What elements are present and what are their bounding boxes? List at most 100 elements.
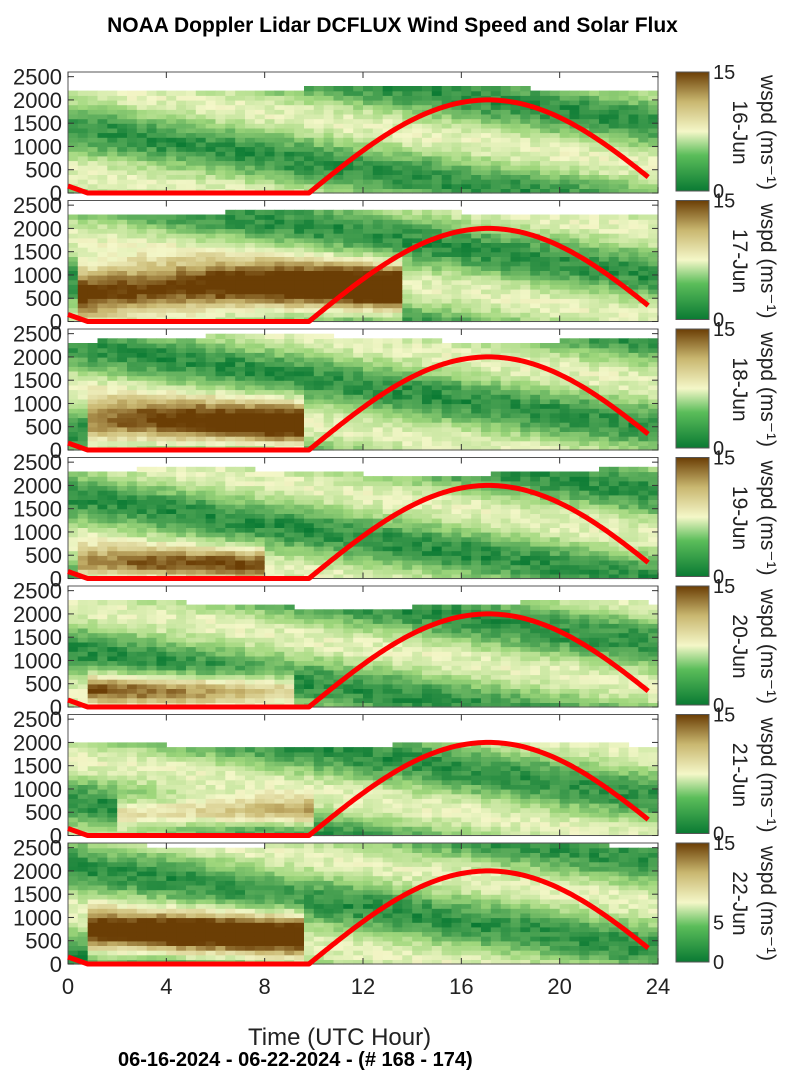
heatmap-cell	[196, 490, 206, 495]
heatmap-cell	[166, 362, 176, 367]
heatmap-cell	[520, 142, 530, 147]
heatmap-cell	[383, 298, 393, 303]
heatmap-cell	[638, 128, 648, 133]
heatmap-cell	[511, 137, 521, 142]
heatmap-cell	[275, 160, 285, 165]
heatmap-cell	[88, 147, 98, 152]
heatmap-cell	[373, 179, 383, 184]
heatmap-cell	[432, 417, 442, 422]
heatmap-cell	[511, 160, 521, 165]
heatmap-cell	[127, 495, 137, 500]
heatmap-cell	[107, 233, 117, 238]
heatmap-cell	[107, 413, 117, 418]
heatmap-cell	[176, 298, 186, 303]
heatmap-cell	[284, 546, 294, 551]
heatmap-cell	[255, 394, 265, 399]
heatmap-cell	[589, 119, 599, 124]
heatmap-cell	[98, 256, 108, 261]
heatmap-cell	[225, 431, 235, 436]
heatmap-cell	[334, 266, 344, 271]
heatmap-cell	[196, 532, 206, 537]
heatmap-cell	[216, 91, 226, 96]
heatmap-cell	[216, 436, 226, 441]
heatmap-cell	[471, 256, 481, 261]
heatmap-cell	[275, 215, 285, 220]
heatmap-cell	[550, 228, 560, 233]
heatmap-cell	[461, 151, 471, 156]
heatmap-cell	[491, 289, 501, 294]
heatmap-cell	[314, 142, 324, 147]
heatmap-cell	[481, 179, 491, 184]
heatmap-cell	[481, 170, 491, 175]
heatmap-cell	[560, 408, 570, 413]
heatmap-cell	[334, 86, 344, 91]
y-tick-label: 1000	[13, 391, 62, 416]
heatmap-cell	[402, 343, 412, 348]
heatmap-cell	[412, 417, 422, 422]
heatmap-cell	[461, 119, 471, 124]
heatmap-cell	[137, 294, 147, 299]
heatmap-cell	[412, 362, 422, 367]
heatmap-cell	[432, 247, 442, 252]
heatmap-cell	[304, 261, 314, 266]
heatmap-cell	[265, 123, 275, 128]
heatmap-cell	[353, 142, 363, 147]
heatmap-cell	[324, 532, 334, 537]
heatmap-cell	[442, 224, 452, 229]
heatmap-cell	[255, 541, 265, 546]
heatmap-cell	[98, 266, 108, 271]
heatmap-cell	[127, 523, 137, 528]
heatmap-cell	[353, 436, 363, 441]
heatmap-cell	[520, 123, 530, 128]
heatmap-cell	[235, 312, 245, 317]
heatmap-cell	[481, 390, 491, 395]
heatmap-cell	[157, 174, 167, 179]
heatmap-cell	[343, 495, 353, 500]
heatmap-cell	[442, 151, 452, 156]
heatmap-cell	[481, 289, 491, 294]
heatmap-cell	[255, 495, 265, 500]
heatmap-cell	[599, 133, 609, 138]
heatmap-cell	[501, 238, 511, 243]
heatmap-cell	[225, 219, 235, 224]
heatmap-cell	[422, 404, 432, 409]
heatmap-cell	[589, 179, 599, 184]
heatmap-cell	[157, 509, 167, 514]
heatmap-cell	[550, 427, 560, 432]
y-tick-label: 2000	[13, 88, 62, 113]
heatmap-cell	[402, 298, 412, 303]
heatmap-cell	[176, 219, 186, 224]
heatmap-cell	[619, 256, 629, 261]
heatmap-cell	[147, 174, 157, 179]
heatmap-cell	[442, 270, 452, 275]
heatmap-cell	[176, 362, 186, 367]
heatmap-cell	[520, 156, 530, 161]
heatmap-cell	[176, 551, 186, 556]
heatmap-cell	[186, 156, 196, 161]
heatmap-cell	[501, 219, 511, 224]
heatmap-cell	[255, 481, 265, 486]
heatmap-cell	[284, 513, 294, 518]
heatmap-cell	[511, 284, 521, 289]
heatmap-cell	[107, 404, 117, 409]
heatmap-cell	[265, 334, 275, 339]
heatmap-cell	[117, 408, 127, 413]
heatmap-cell	[383, 147, 393, 152]
heatmap-cell	[255, 551, 265, 556]
heatmap-cell	[245, 441, 255, 446]
heatmap-cell	[127, 338, 137, 343]
heatmap-cell	[216, 467, 226, 472]
heatmap-cell	[570, 105, 580, 110]
heatmap-cell	[324, 408, 334, 413]
heatmap-cell	[88, 312, 98, 317]
heatmap-cell	[245, 527, 255, 532]
heatmap-cell	[314, 109, 324, 114]
heatmap-cell	[196, 527, 206, 532]
heatmap-cell	[245, 252, 255, 257]
heatmap-cell	[422, 413, 432, 418]
heatmap-cell	[176, 128, 186, 133]
heatmap-cell	[491, 303, 501, 308]
heatmap-cell	[648, 242, 658, 247]
heatmap-cell	[275, 256, 285, 261]
